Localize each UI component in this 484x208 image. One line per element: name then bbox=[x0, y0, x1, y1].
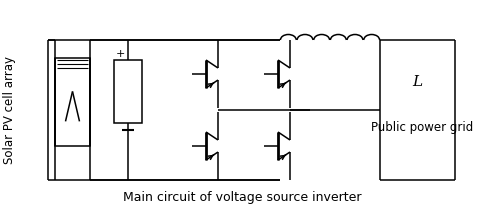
Text: Public power grid: Public power grid bbox=[371, 121, 474, 135]
Bar bbox=[114, 60, 142, 123]
Bar bbox=[55, 58, 90, 146]
Text: +: + bbox=[115, 49, 125, 59]
Text: Solar PV cell array: Solar PV cell array bbox=[3, 56, 16, 164]
Text: Main circuit of voltage source inverter: Main circuit of voltage source inverter bbox=[123, 192, 361, 204]
Text: L: L bbox=[412, 75, 423, 89]
